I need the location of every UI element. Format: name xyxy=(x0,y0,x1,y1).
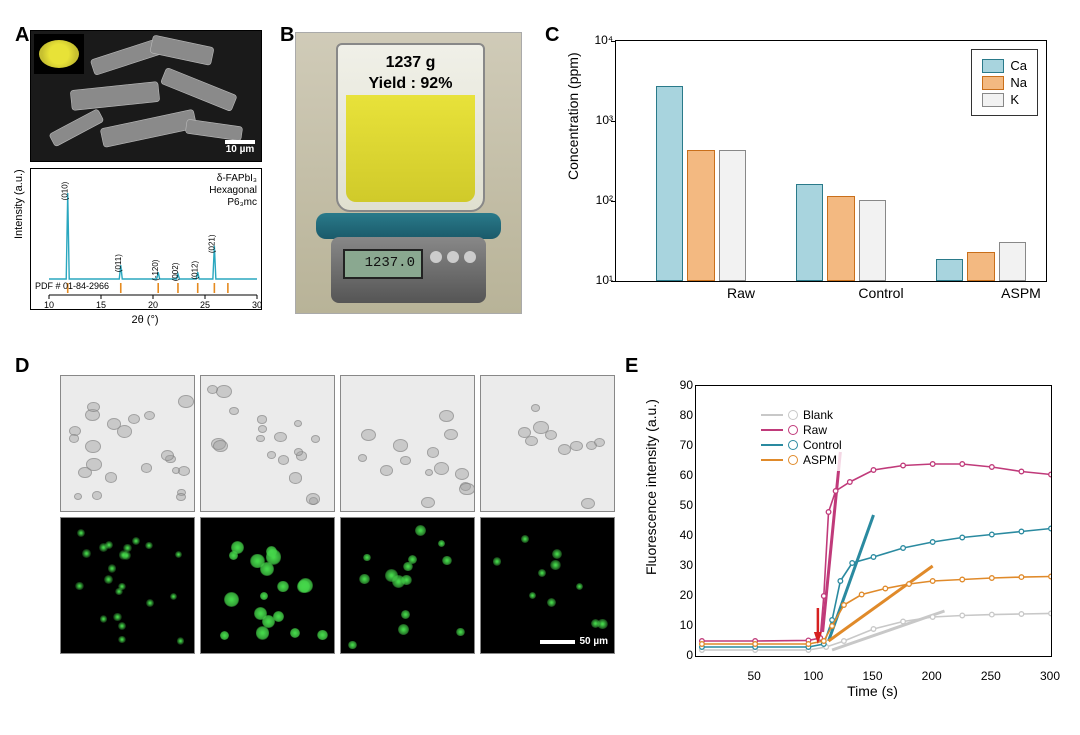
chartc-bar xyxy=(859,200,886,281)
charte-axes: BlankRawControlASPM xyxy=(695,385,1052,657)
svg-text:(010): (010) xyxy=(61,181,70,200)
brightfield-image: Blank xyxy=(60,375,195,512)
panel-label-c: C xyxy=(545,24,559,47)
legend-item: Na xyxy=(982,75,1027,90)
panel-label-a: A xyxy=(15,24,29,47)
panel-e-lineplot: Fluorescence intensity (a.u.) BlankRawCo… xyxy=(640,375,1060,695)
chartc-ytick: 10¹ xyxy=(593,273,613,287)
charte-ytick: 60 xyxy=(673,468,693,482)
fluorescence-row: 50 µm xyxy=(60,517,615,654)
chartc-legend: Ca Na K xyxy=(971,49,1038,116)
sem-scalebar: 10 µm xyxy=(225,140,255,155)
panel-label-e: E xyxy=(625,355,638,378)
charte-ytick: 30 xyxy=(673,558,693,572)
charte-ytick: 70 xyxy=(673,438,693,452)
svg-text:10: 10 xyxy=(44,300,54,309)
brightfield-row: BlankRawControlASPM xyxy=(60,375,615,512)
charte-svg xyxy=(696,386,1051,656)
chartc-ylabel: Concentration (ppm) xyxy=(565,52,581,180)
svg-text:25: 25 xyxy=(200,300,210,309)
yellow-powder xyxy=(346,95,475,202)
chartc-bar xyxy=(719,150,746,281)
legend-item: Ca xyxy=(982,58,1027,73)
legend-item: ASPM xyxy=(761,453,842,467)
panel-d-microscopy: BlankRawControlASPM 50 µm xyxy=(60,375,615,654)
svg-text:(011): (011) xyxy=(114,254,123,272)
panel-label-d: D xyxy=(15,355,29,378)
charte-ytick: 10 xyxy=(673,618,693,632)
brightfield-image: Raw xyxy=(200,375,335,512)
xrd-pdf: PDF # 01-84-2966 xyxy=(35,281,109,291)
svg-text:(021): (021) xyxy=(207,234,216,253)
charte-ytick: 40 xyxy=(673,528,693,542)
chartc-ytick: 10² xyxy=(593,193,613,207)
chartc-ytick: 10³ xyxy=(593,113,613,127)
chartc-bar xyxy=(827,196,854,281)
charte-ytick: 80 xyxy=(673,408,693,422)
powder-inset xyxy=(34,34,84,74)
charte-ytick: 20 xyxy=(673,588,693,602)
legend-item: Control xyxy=(761,438,842,452)
beaker-label: 1237 g Yield : 92% xyxy=(338,53,483,95)
panel-a: 10 µm Intensity (a.u.) δ-FAPbI₃ Hexagona… xyxy=(30,30,260,310)
svg-text:(-120): (-120) xyxy=(151,259,160,281)
fluorescence-image xyxy=(200,517,335,654)
fluorescence-image xyxy=(340,517,475,654)
chartc-bar xyxy=(687,150,714,281)
chartc-xtick: ASPM xyxy=(961,285,1080,301)
chartc-bar xyxy=(999,242,1026,281)
xrd-ylabel: Intensity (a.u.) xyxy=(13,169,25,239)
charte-ylabel: Fluorescence intensity (a.u.) xyxy=(643,399,659,575)
charte-legend: BlankRawControlASPM xyxy=(758,404,845,471)
svg-text:(012): (012) xyxy=(191,261,200,280)
chartc-bar xyxy=(656,86,683,281)
balance: 1237.0 xyxy=(316,213,501,303)
charte-xtick: 150 xyxy=(858,669,888,683)
panel-c-barchart: Concentration (ppm) CaNaK RawControlASPM… xyxy=(560,30,1060,320)
beaker: 1237 g Yield : 92% xyxy=(336,43,485,212)
charte-xtick: 300 xyxy=(1035,669,1065,683)
panel-label-b: B xyxy=(280,24,294,47)
legend-item: K xyxy=(982,92,1027,107)
chartc-bar xyxy=(796,184,823,281)
legend-item: Raw xyxy=(761,423,842,437)
charte-xtick: 250 xyxy=(976,669,1006,683)
svg-text:(002): (002) xyxy=(171,262,180,281)
chartc-bar xyxy=(936,259,963,281)
charte-xtick: 100 xyxy=(798,669,828,683)
panel-b-photo: 1237 g Yield : 92% 1237.0 xyxy=(295,32,522,314)
chartc-xtick: Raw xyxy=(681,285,801,301)
charte-xlabel: Time (s) xyxy=(695,683,1050,699)
legend-item: Blank xyxy=(761,408,842,422)
chartc-axes: CaNaK RawControlASPM xyxy=(615,40,1047,282)
charte-ytick: 50 xyxy=(673,498,693,512)
chartc-ytick: 10⁴ xyxy=(593,33,613,47)
sem-micrograph: 10 µm xyxy=(30,30,262,162)
brightfield-image: ASPM xyxy=(480,375,615,512)
fluorescence-image: 50 µm xyxy=(480,517,615,654)
chartc-xtick: Control xyxy=(821,285,941,301)
charte-xtick: 200 xyxy=(917,669,947,683)
balance-display: 1237.0 xyxy=(343,249,423,279)
svg-text:20: 20 xyxy=(148,300,158,309)
balance-button xyxy=(430,251,442,263)
fluorescence-scalebar: 50 µm xyxy=(540,636,608,647)
charte-ytick: 0 xyxy=(673,648,693,662)
charte-ytick: 90 xyxy=(673,378,693,392)
brightfield-image: Control xyxy=(340,375,475,512)
fluorescence-image xyxy=(60,517,195,654)
svg-text:15: 15 xyxy=(96,300,106,309)
charte-xtick: 50 xyxy=(739,669,769,683)
balance-button xyxy=(464,251,476,263)
xrd-xlabel: 2θ (°) xyxy=(30,314,260,326)
chartc-bar xyxy=(967,252,994,281)
xrd-plot: Intensity (a.u.) δ-FAPbI₃ Hexagonal P6₃m… xyxy=(30,168,262,310)
balance-button xyxy=(447,251,459,263)
svg-text:30: 30 xyxy=(252,300,261,309)
